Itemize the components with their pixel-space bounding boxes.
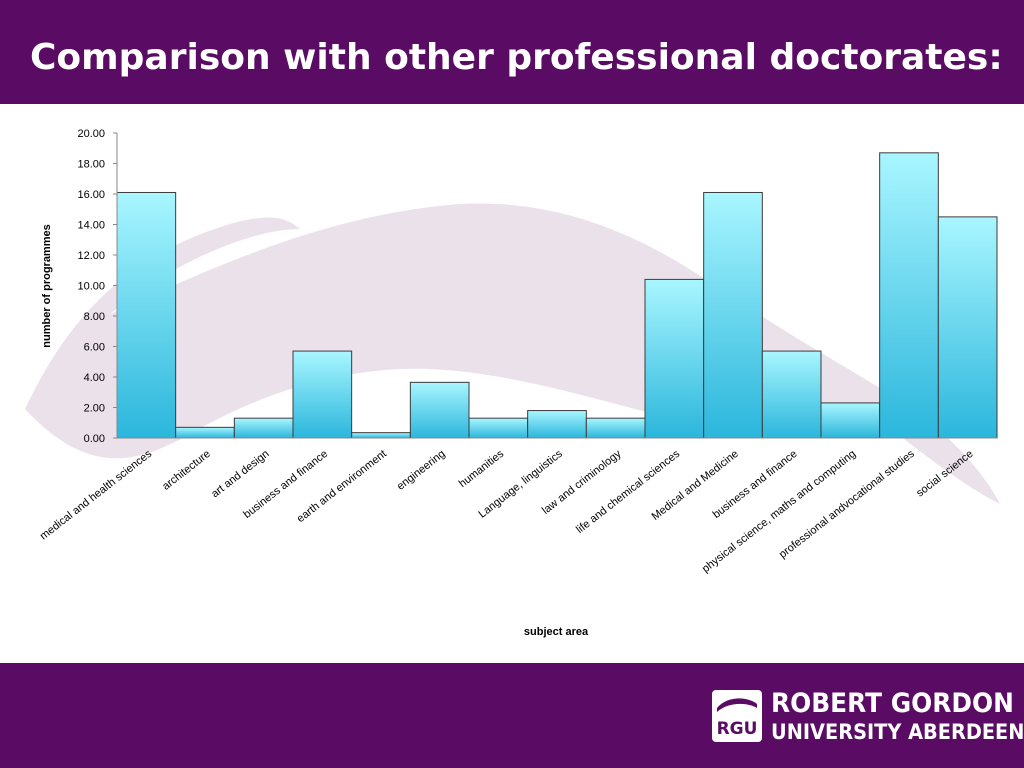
y-tick-label: 10.00 xyxy=(77,281,105,293)
swoosh-shape xyxy=(25,203,1000,504)
logo-name-line1: ROBERT GORDON xyxy=(771,688,1014,719)
bar-5 xyxy=(351,432,411,439)
bar-12 xyxy=(761,350,822,439)
y-tick-label: 6.00 xyxy=(84,342,105,354)
x-tick-label: art and design xyxy=(209,448,271,500)
y-tick-label: 14.00 xyxy=(77,220,105,232)
bar-11 xyxy=(703,191,763,439)
bar-2 xyxy=(175,426,235,439)
bar-3 xyxy=(233,417,294,439)
x-tick-label: social science xyxy=(914,448,975,500)
bar-4 xyxy=(292,350,353,439)
bar-1 xyxy=(116,191,177,439)
x-axis-label: subject area xyxy=(524,626,589,638)
y-axis-label: number of programmes xyxy=(41,224,53,347)
bar-14 xyxy=(879,152,939,439)
bar-9 xyxy=(585,417,646,439)
y-tick-label: 12.00 xyxy=(77,250,105,262)
y-tick-label: 8.00 xyxy=(84,311,105,323)
y-tick-label: 16.00 xyxy=(77,189,105,201)
bar-13 xyxy=(820,402,881,439)
x-tick-label: architecture xyxy=(160,448,213,493)
bar-6 xyxy=(409,381,470,439)
x-tick-label: humanities xyxy=(457,448,507,491)
bar-7 xyxy=(468,417,529,439)
bar-15 xyxy=(937,216,998,439)
y-tick-label: 0.00 xyxy=(84,433,105,445)
y-tick-label: 20.00 xyxy=(77,128,105,140)
bars-group xyxy=(116,152,998,439)
y-axis: 0.00 2.00 4.00 6.00 8.00 10.00 12.00 14.00 16.00… xyxy=(77,128,118,445)
x-axis: medical and health sciences architecturea… xyxy=(38,437,997,575)
background-swoosh xyxy=(25,203,1000,504)
title-bar: Comparison with other professional docto… xyxy=(0,0,1024,104)
logo-name-line2: UNIVERSITY ABERDEEN xyxy=(771,720,1024,744)
rgu-logo-icon: RGU xyxy=(712,690,762,742)
logo-badge-text: RGU xyxy=(717,719,758,739)
bar-chart: 0.00 2.00 4.00 6.00 8.00 10.00 12.00 14.00 16.00… xyxy=(38,128,998,638)
y-tick-label: 2.00 xyxy=(84,403,105,415)
bar-8 xyxy=(527,410,587,439)
y-tick-label: 18.00 xyxy=(77,159,105,171)
x-tick-label: life and chemical sciences xyxy=(574,448,682,536)
x-tick-label: engineering xyxy=(395,448,448,493)
slide-title: Comparison with other professional docto… xyxy=(30,37,1003,78)
footer-bar xyxy=(0,663,1024,768)
x-tick-label: medical and health sciences xyxy=(38,448,155,543)
y-tick-label: 4.00 xyxy=(84,372,105,384)
bar-10 xyxy=(644,278,705,439)
